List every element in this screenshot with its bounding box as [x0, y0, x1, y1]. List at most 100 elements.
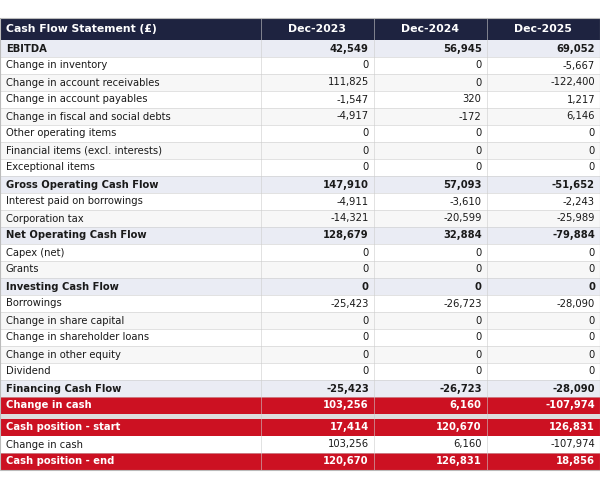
Text: -107,974: -107,974	[545, 401, 595, 410]
Text: 6,146: 6,146	[566, 111, 595, 122]
Text: -26,723: -26,723	[439, 384, 482, 393]
Text: 120,670: 120,670	[436, 423, 482, 432]
Text: 0: 0	[362, 282, 369, 291]
Text: -28,090: -28,090	[553, 384, 595, 393]
Text: -25,423: -25,423	[326, 384, 369, 393]
Text: Change in account receivables: Change in account receivables	[6, 78, 160, 87]
Text: -122,400: -122,400	[550, 78, 595, 87]
Bar	[0, 108, 600, 125]
Text: 0: 0	[362, 349, 369, 360]
Text: 0: 0	[589, 163, 595, 172]
Text: 0: 0	[362, 247, 369, 258]
Text: -28,090: -28,090	[557, 299, 595, 308]
Text: 103,256: 103,256	[328, 440, 369, 449]
Text: -25,989: -25,989	[557, 214, 595, 224]
Bar	[0, 40, 600, 57]
Text: 0: 0	[362, 264, 369, 274]
Text: 0: 0	[362, 61, 369, 70]
Bar	[0, 312, 600, 329]
Bar	[0, 210, 600, 227]
Bar	[0, 261, 600, 278]
Text: Capex (net): Capex (net)	[6, 247, 64, 258]
Text: Gross Operating Cash Flow: Gross Operating Cash Flow	[6, 180, 158, 189]
Text: Change in fiscal and social debts: Change in fiscal and social debts	[6, 111, 171, 122]
Bar	[0, 363, 600, 380]
Text: 320: 320	[463, 95, 482, 104]
Text: 57,093: 57,093	[443, 180, 482, 189]
Bar	[0, 329, 600, 346]
Text: Change in shareholder loans: Change in shareholder loans	[6, 332, 149, 343]
Text: Grants: Grants	[6, 264, 40, 274]
Text: 42,549: 42,549	[330, 43, 369, 54]
Bar	[0, 159, 600, 176]
Text: 0: 0	[475, 366, 482, 377]
Text: Dec-2023: Dec-2023	[289, 24, 346, 34]
Text: 0: 0	[588, 282, 595, 291]
Text: -4,917: -4,917	[337, 111, 369, 122]
Text: 0: 0	[589, 366, 595, 377]
Text: 0: 0	[589, 349, 595, 360]
Text: Other operating items: Other operating items	[6, 128, 116, 139]
Text: -2,243: -2,243	[563, 197, 595, 206]
Text: 0: 0	[362, 366, 369, 377]
Text: Dec-2024: Dec-2024	[401, 24, 459, 34]
Bar	[0, 57, 600, 74]
Text: 56,945: 56,945	[443, 43, 482, 54]
Text: 0: 0	[475, 128, 482, 139]
Text: Change in account payables: Change in account payables	[6, 95, 148, 104]
Text: 147,910: 147,910	[323, 180, 369, 189]
Text: Interest paid on borrowings: Interest paid on borrowings	[6, 197, 143, 206]
Text: 0: 0	[362, 163, 369, 172]
Text: -26,723: -26,723	[443, 299, 482, 308]
Text: -1,547: -1,547	[337, 95, 369, 104]
Text: 1,217: 1,217	[566, 95, 595, 104]
Text: -3,610: -3,610	[449, 197, 482, 206]
Text: 0: 0	[362, 316, 369, 325]
Text: -14,321: -14,321	[331, 214, 369, 224]
Text: Dividend: Dividend	[6, 366, 50, 377]
Text: -107,974: -107,974	[550, 440, 595, 449]
Text: 0: 0	[475, 264, 482, 274]
Bar	[0, 91, 600, 108]
Text: Exceptional items: Exceptional items	[6, 163, 95, 172]
Text: 0: 0	[589, 264, 595, 274]
Text: Corporation tax: Corporation tax	[6, 214, 83, 224]
Text: 32,884: 32,884	[443, 230, 482, 241]
Text: 0: 0	[589, 145, 595, 156]
Text: 128,679: 128,679	[323, 230, 369, 241]
Text: EBITDA: EBITDA	[6, 43, 47, 54]
Text: -79,884: -79,884	[552, 230, 595, 241]
Text: Financial items (excl. interests): Financial items (excl. interests)	[6, 145, 162, 156]
Text: 0: 0	[475, 316, 482, 325]
Bar	[0, 142, 600, 159]
Bar	[0, 414, 600, 419]
Text: 0: 0	[362, 128, 369, 139]
Text: 18,856: 18,856	[556, 456, 595, 467]
Text: 0: 0	[475, 61, 482, 70]
Text: 0: 0	[362, 332, 369, 343]
Bar	[0, 244, 600, 261]
Bar	[0, 397, 600, 414]
Text: Investing Cash Flow: Investing Cash Flow	[6, 282, 119, 291]
Text: -5,667: -5,667	[563, 61, 595, 70]
Text: 0: 0	[475, 247, 482, 258]
Text: Change in cash: Change in cash	[6, 440, 83, 449]
Text: 0: 0	[475, 78, 482, 87]
Text: 6,160: 6,160	[450, 401, 482, 410]
Text: 111,825: 111,825	[328, 78, 369, 87]
Text: 0: 0	[475, 332, 482, 343]
Text: -25,423: -25,423	[331, 299, 369, 308]
Text: 0: 0	[475, 282, 482, 291]
Text: 0: 0	[589, 247, 595, 258]
Text: Dec-2025: Dec-2025	[514, 24, 572, 34]
Bar	[0, 74, 600, 91]
Text: -172: -172	[459, 111, 482, 122]
Bar	[0, 278, 600, 295]
Text: 126,831: 126,831	[436, 456, 482, 467]
Text: 126,831: 126,831	[549, 423, 595, 432]
Text: Change in share capital: Change in share capital	[6, 316, 124, 325]
Text: -51,652: -51,652	[552, 180, 595, 189]
Bar	[0, 227, 600, 244]
Text: Borrowings: Borrowings	[6, 299, 62, 308]
Bar	[0, 346, 600, 363]
